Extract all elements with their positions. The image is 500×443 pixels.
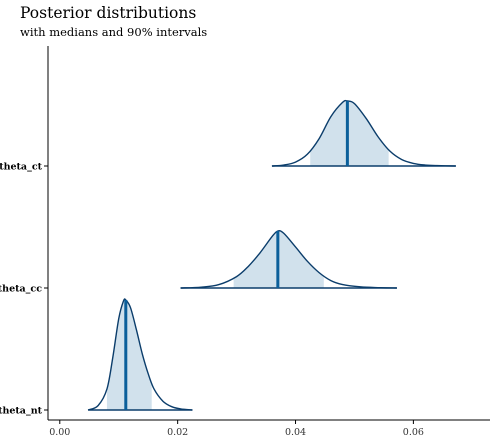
density-curve-theta-ct bbox=[271, 99, 456, 167]
ridge-theta-cc bbox=[180, 230, 397, 289]
x-tick-label: 0.00 bbox=[49, 427, 70, 438]
ridge-theta-ct bbox=[271, 99, 456, 167]
y-tick-label-theta-ct: theta_ct bbox=[0, 162, 43, 173]
y-tick-label-theta-nt: theta_nt bbox=[0, 406, 43, 417]
ridge-theta-nt bbox=[87, 298, 193, 411]
density-curve-theta-nt bbox=[87, 298, 193, 411]
interval-area-theta-nt bbox=[106, 300, 152, 410]
chart-title: Posterior distributions bbox=[20, 4, 196, 22]
x-tick-label: 0.06 bbox=[403, 427, 424, 438]
interval-area-theta-ct bbox=[310, 101, 389, 166]
x-tick-label: 0.02 bbox=[167, 427, 188, 438]
axes: theta_ct theta_cc theta_nt 0.00 0.02 0.04 0.06 bbox=[0, 46, 490, 438]
y-tick-label-theta-cc: theta_cc bbox=[0, 284, 42, 295]
plot-area bbox=[87, 99, 456, 411]
density-curve-theta-cc bbox=[180, 230, 397, 289]
chart-subtitle: with medians and 90% intervals bbox=[20, 25, 207, 39]
x-tick-label: 0.04 bbox=[285, 427, 306, 438]
